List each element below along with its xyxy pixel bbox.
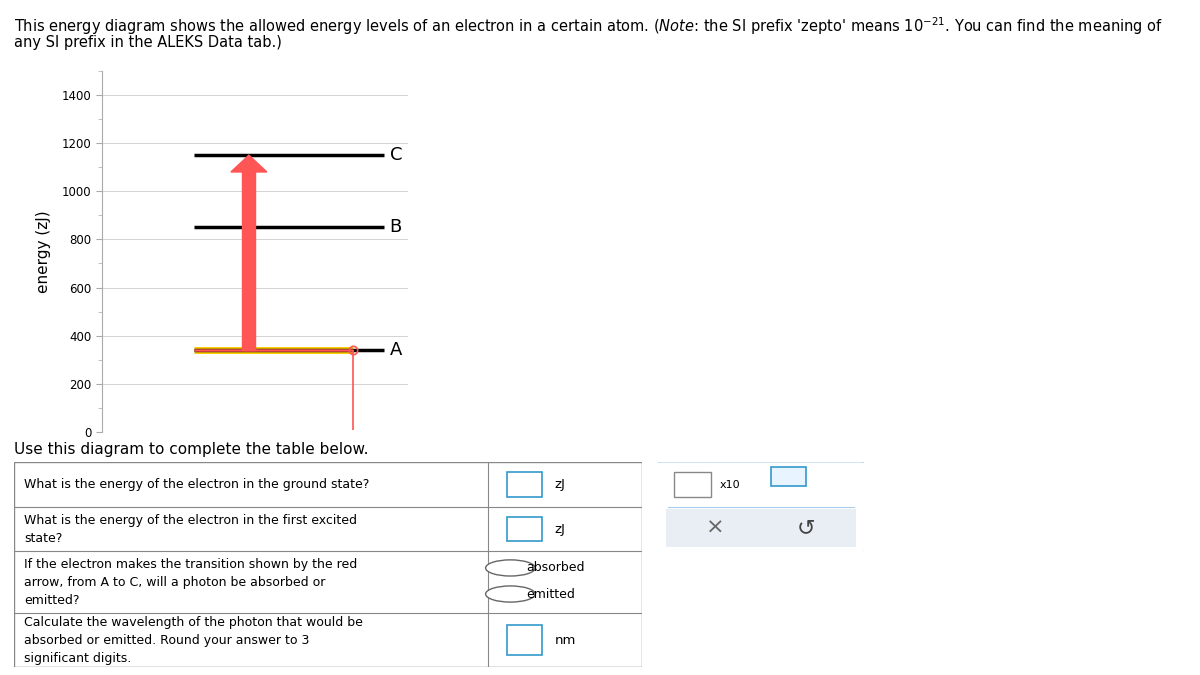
Circle shape (486, 560, 535, 576)
Text: Calculate the wavelength of the photon that would be
absorbed or emitted. Round : Calculate the wavelength of the photon t… (24, 616, 362, 665)
FancyBboxPatch shape (772, 467, 806, 487)
Polygon shape (230, 155, 266, 172)
Text: Use this diagram to complete the table below.: Use this diagram to complete the table b… (14, 442, 368, 457)
Text: C: C (390, 146, 402, 164)
Text: any SI prefix in the ALEKS Data tab.): any SI prefix in the ALEKS Data tab.) (14, 35, 282, 50)
Text: nm: nm (554, 634, 576, 647)
FancyBboxPatch shape (666, 508, 856, 547)
Text: emitted: emitted (526, 587, 575, 601)
Text: absorbed: absorbed (526, 562, 584, 574)
Text: A: A (390, 341, 402, 359)
FancyBboxPatch shape (654, 462, 868, 552)
FancyBboxPatch shape (674, 472, 712, 497)
Text: This energy diagram shows the allowed energy levels of an electron in a certain : This energy diagram shows the allowed en… (14, 15, 1163, 36)
Y-axis label: energy (zJ): energy (zJ) (36, 210, 50, 293)
Text: ×: × (706, 518, 725, 538)
FancyBboxPatch shape (508, 517, 541, 541)
Text: x10: x10 (720, 480, 740, 489)
Text: zJ: zJ (554, 478, 565, 491)
Text: What is the energy of the electron in the ground state?: What is the energy of the electron in th… (24, 478, 370, 491)
Text: zJ: zJ (554, 522, 565, 535)
Circle shape (486, 586, 535, 602)
FancyBboxPatch shape (508, 625, 541, 655)
Text: What is the energy of the electron in the first excited
state?: What is the energy of the electron in th… (24, 514, 356, 545)
FancyBboxPatch shape (508, 472, 541, 497)
Text: B: B (390, 219, 402, 236)
Text: If the electron makes the transition shown by the red
arrow, from A to C, will a: If the electron makes the transition sho… (24, 558, 358, 607)
Text: ↺: ↺ (797, 518, 816, 538)
